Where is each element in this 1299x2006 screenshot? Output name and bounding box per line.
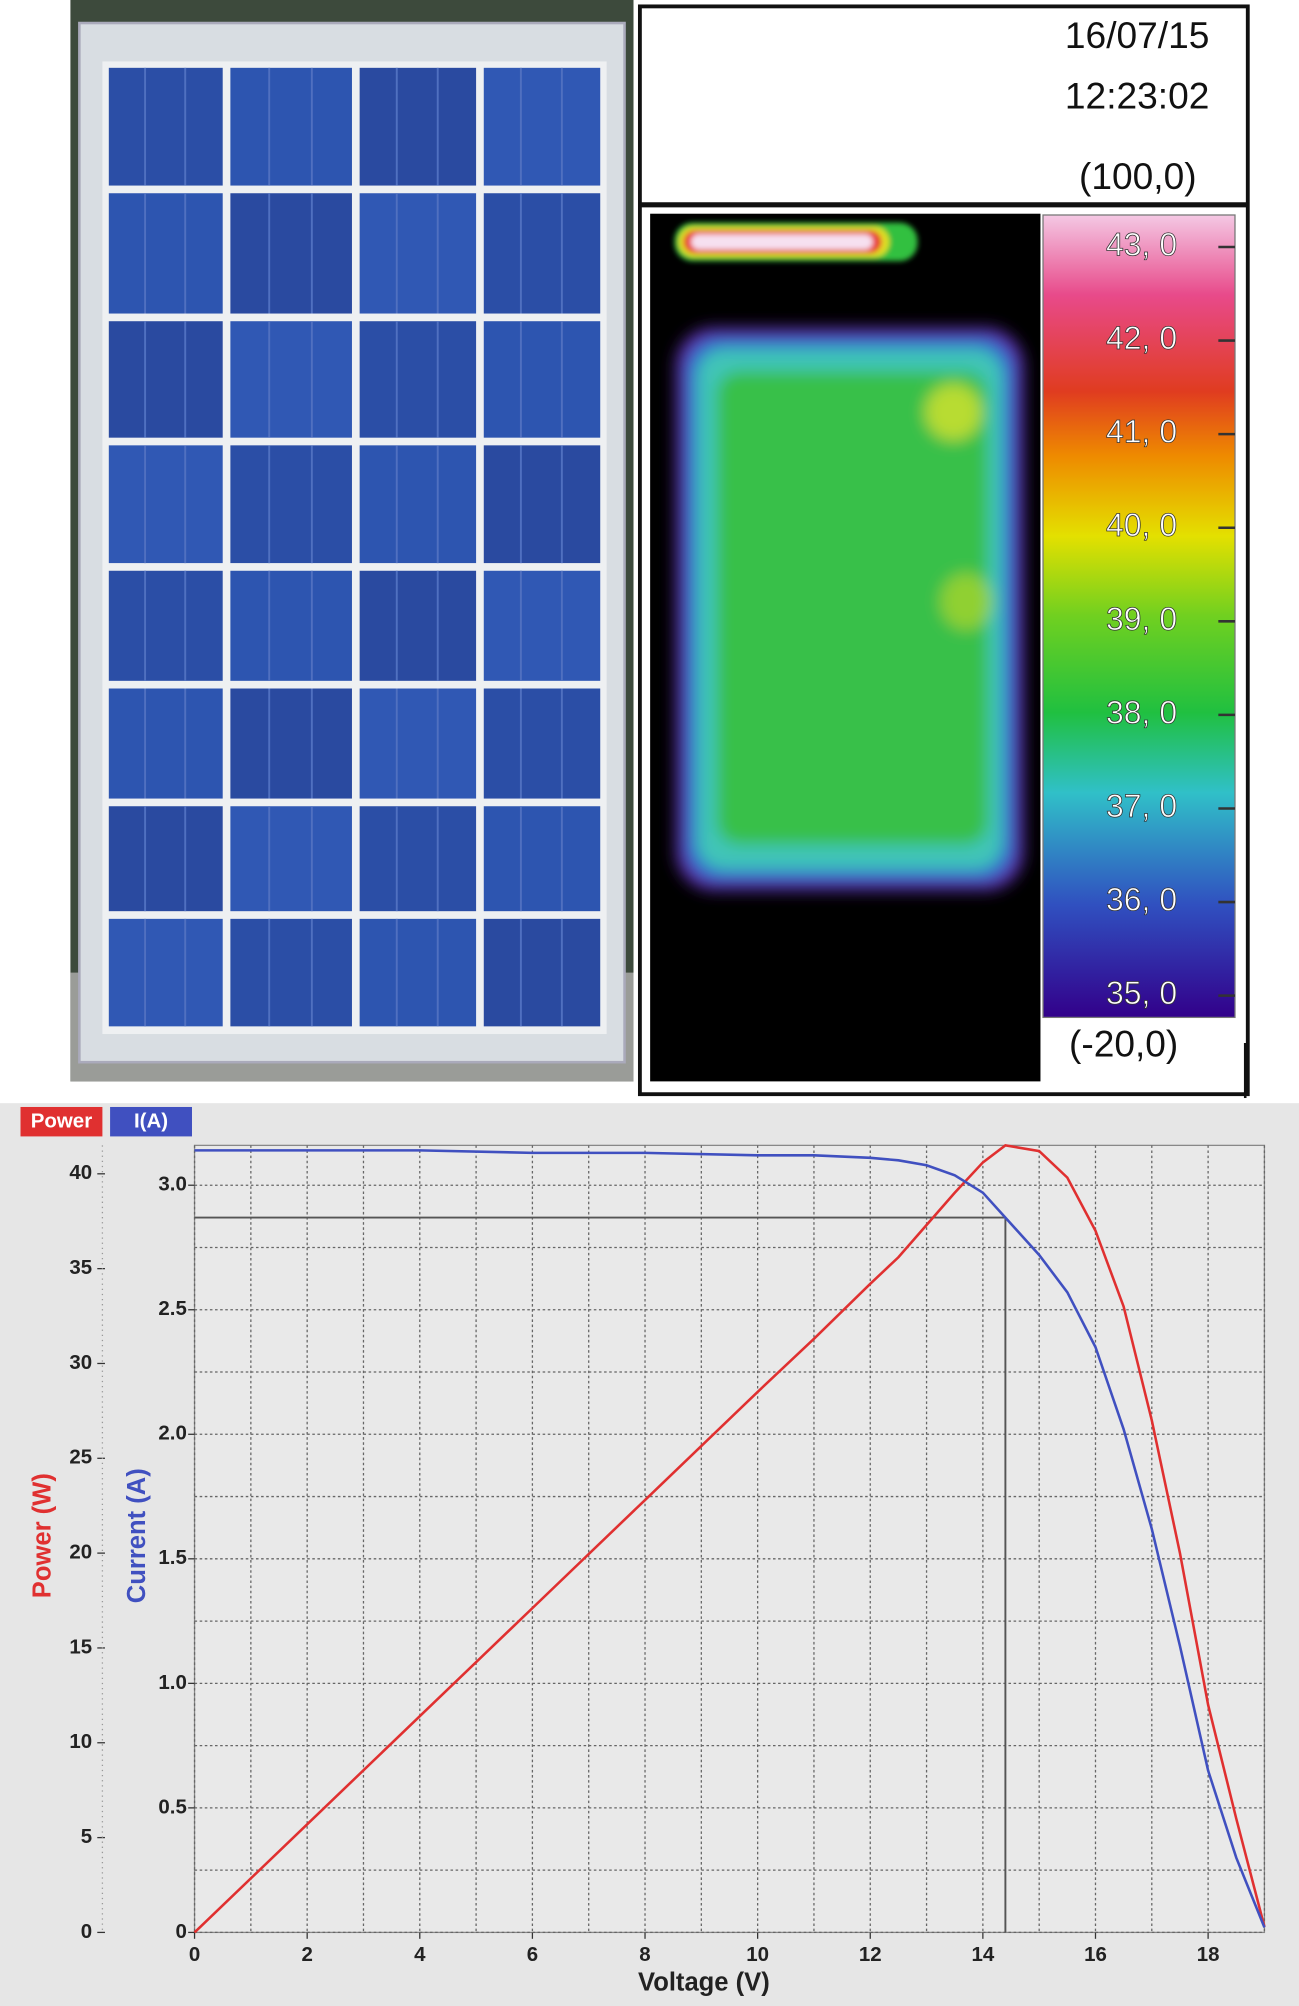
x-tick-label: 6: [527, 1943, 538, 1966]
solar-cell: [108, 193, 223, 314]
y-tick-label: 2.5: [158, 1297, 186, 1320]
solar-cell: [108, 688, 223, 799]
legend-label: Power: [31, 1110, 92, 1133]
solar-cell: [230, 806, 352, 912]
solar-cell: [230, 688, 352, 799]
chart: 0 2 4 6 8 10 12 14 16 18 0 0.5 1.0 1.5 2.0 2.5 3.0 0 5 10 15…: [69, 1144, 1266, 1966]
solar-cell: [108, 806, 223, 912]
y2-tick-label: 15: [69, 1635, 92, 1658]
x-tick-label: 12: [859, 1943, 882, 1966]
series-line: [194, 1149, 1266, 1928]
y-tick-label: 0: [175, 1920, 186, 1943]
legend-swatch: [110, 1106, 192, 1137]
solar-cell: [108, 445, 223, 564]
scale-label: 41, 0: [1106, 414, 1177, 450]
scale-label: 42, 0: [1106, 320, 1177, 356]
scale-label: 35, 0: [1106, 975, 1177, 1011]
x-axis-title: Voltage (V): [638, 1968, 770, 1996]
scale-label: 36, 0: [1106, 882, 1177, 918]
y2-tick-label: 30: [69, 1351, 92, 1374]
x-tick-label: 2: [301, 1943, 312, 1966]
y-tick-label: 1.5: [158, 1546, 186, 1569]
solar-cell: [108, 67, 223, 186]
x-tick-label: 14: [971, 1943, 994, 1966]
y2-tick-label: 35: [69, 1256, 92, 1279]
solar-cell: [359, 688, 477, 799]
solar-cell: [108, 570, 223, 681]
solar-cell: [230, 918, 352, 1027]
solar-cell: [108, 321, 223, 438]
legend-swatch: [20, 1106, 103, 1137]
y2-tick-label: 25: [69, 1446, 92, 1469]
solar-cell: [230, 67, 352, 186]
x-tick-label: 16: [1084, 1943, 1107, 1966]
solar-cell: [230, 321, 352, 438]
solar-cell: [230, 570, 352, 681]
y-axis-title: Current (A): [123, 1468, 151, 1603]
solar-cell: [483, 688, 601, 799]
min-label: (-20,0): [1069, 1023, 1178, 1065]
legend-label: I(A): [134, 1110, 168, 1133]
x-tick-label: 18: [1197, 1943, 1220, 1966]
solar-cell: [359, 918, 477, 1027]
max-label: (100,0): [1079, 155, 1197, 197]
solar-cell: [359, 193, 477, 314]
solar-cell: [359, 570, 477, 681]
time: 12:23:02: [1065, 74, 1209, 116]
solar-cell: [359, 321, 477, 438]
series-line: [193, 1144, 1266, 1934]
solar-cell: [483, 918, 601, 1027]
solar-cell: [483, 321, 601, 438]
solar-cell: [359, 806, 477, 912]
y2-tick-label: 5: [81, 1825, 92, 1848]
solar-panel-photo: [70, 0, 634, 1082]
solar-cell: [483, 570, 601, 681]
solar-cell: [359, 67, 477, 186]
solar-cell: [483, 193, 601, 314]
y-tick-label: 1.0: [158, 1671, 186, 1694]
scale-label: 37, 0: [1106, 788, 1177, 824]
y2-tick-label: 20: [69, 1541, 92, 1564]
x-tick-label: 10: [746, 1943, 769, 1966]
date: 16/07/15: [1065, 14, 1209, 56]
solar-cell: [359, 445, 477, 564]
y2-tick-label: 40: [69, 1161, 92, 1184]
y2-axis-title: Power (W): [28, 1473, 56, 1598]
solar-cell: [108, 918, 223, 1027]
solar-cell: [483, 67, 601, 186]
solar-cell: [483, 806, 601, 912]
x-tick-label: 4: [414, 1943, 426, 1966]
scale-label: 38, 0: [1106, 694, 1177, 730]
y-tick-label: 2.0: [158, 1422, 186, 1445]
y2-tick-label: 10: [69, 1730, 92, 1753]
solar-cell: [230, 445, 352, 564]
x-tick-label: 8: [639, 1943, 650, 1966]
y-tick-label: 3.0: [158, 1173, 186, 1196]
solar-cell: [483, 445, 601, 564]
x-tick-label: 0: [189, 1943, 200, 1966]
thermal-panel: 16/07/15 12:23:02 (100,0) (-20,0) 43, 0 4…: [637, 4, 1250, 1099]
y-tick-label: 0.5: [158, 1795, 186, 1818]
plot-area: [193, 1144, 1266, 1934]
scale-label: 40, 0: [1106, 507, 1177, 543]
solar-cell: [230, 193, 352, 314]
scale-label: 39, 0: [1106, 601, 1177, 637]
scale-label: 43, 0: [1106, 226, 1177, 262]
y2-tick-label: 0: [81, 1920, 92, 1943]
